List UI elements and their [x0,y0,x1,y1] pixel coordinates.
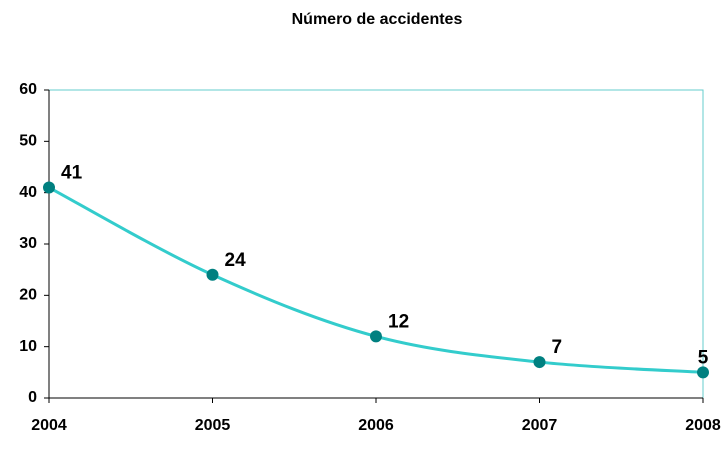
x-tick-label: 2005 [195,417,231,434]
marker [206,268,219,281]
data-label: 12 [388,311,409,332]
data-label: 24 [225,250,247,271]
y-tick-label: 10 [19,338,37,355]
line [48,186,704,374]
marker [533,356,546,369]
x-tick-label: 2008 [685,417,721,434]
x-tick-label: 2006 [358,417,394,434]
y-tick-label: 30 [19,235,37,252]
marker [697,366,709,379]
y-tick-label: 0 [28,389,37,406]
y-tick-label: 40 [19,184,37,201]
plot-area [48,89,704,399]
data-label: 7 [552,337,563,358]
chart-title: Número de accidentes [292,11,463,28]
x-tick-label: 2007 [522,417,558,434]
y-tick-label: 60 [19,81,37,98]
y-tick-label: 20 [19,287,37,304]
y-tick-label: 50 [19,133,37,150]
marker [43,181,55,194]
marker [370,330,382,343]
x-tick-label: 2004 [31,417,67,434]
data-label: 5 [698,347,709,368]
data-label: 41 [61,163,83,184]
